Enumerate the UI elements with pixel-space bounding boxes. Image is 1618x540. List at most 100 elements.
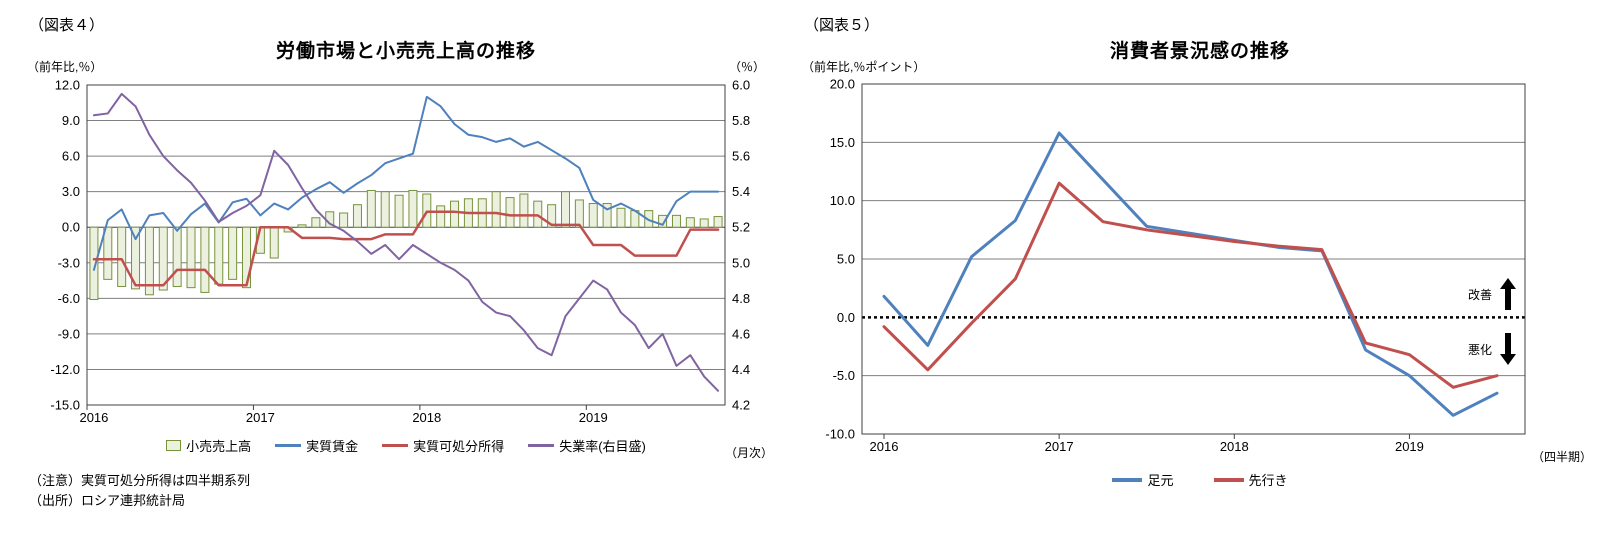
retail-sales-bar [366,189,376,228]
svg-text:5.0: 5.0 [732,255,750,270]
figure5-tag: （図表５） [804,17,880,34]
legend-label-outlook: 先行き [1248,473,1288,488]
retail-sales-bar [685,217,695,228]
figure4-tag: （図表４） [29,17,105,34]
retail-sales-bar [658,214,668,228]
outlook-line-swatch [1213,477,1244,482]
retail-sales-bar [380,191,390,228]
retail-sales-bar [103,226,113,280]
outlook-line [882,181,1499,389]
svg-text:2018: 2018 [412,410,441,425]
svg-text:-9.0: -9.0 [58,326,80,341]
svg-text:2017: 2017 [246,410,275,425]
figure4-gridlines [87,84,725,406]
retail-sales-bar [131,226,141,290]
figure5-axis-unit: （前年比,％ポイント） [802,60,926,74]
retail-sales-bar [394,194,404,228]
retail-sales-bar [172,226,182,287]
legend-item-real-wages: 実質賃金 [275,436,358,455]
retail-sales-bar [311,217,321,228]
figure4-x-tick-labels: 2016 2017 2018 2019 [79,405,608,425]
figure4-title: 労働市場と小売売上高の推移 [275,41,536,62]
figure5-x-axis-unit: （四半期） [1531,450,1592,464]
figure4-note-source: （出所）ロシア連邦統計局 [29,493,186,508]
unemployment-line-swatch [528,444,555,447]
figure5-panel: （図表５） 消費者景況感の推移 （前年比,％ポイント） 20.0 15.0 10.0… [800,8,1600,538]
svg-text:-12.0: -12.0 [50,362,80,377]
disposable-income-line [92,210,720,287]
retail-sales-bar [547,204,557,228]
legend-item-unemployment: 失業率(右目盛) [528,436,646,455]
legend-label-current: 足元 [1147,473,1174,488]
retail-sales-bar [228,226,238,280]
legend-item-outlook: 先行き [1213,470,1288,489]
figure4-panel: （図表４） 労働市場と小売売上高の推移 （前年比,％） （％） 12.0 9.0 6… [25,8,787,538]
retail-sales-bar [186,226,196,289]
figure4-left-axis-unit: （前年比,％） [27,60,103,74]
figure5-title: 消費者景況感の推移 [1109,41,1290,62]
legend-label-disposable-income: 実質可処分所得 [413,439,505,454]
figure4-right-tick-labels: 6.0 5.8 5.6 5.4 5.2 5.0 4.8 4.6 4.4 4.2 [732,78,750,413]
svg-text:0.0: 0.0 [837,310,855,325]
figure5-tick-labels: 20.0 15.0 10.0 5.0 0.0 -5.0 -10.0 [825,77,855,442]
svg-text:2018: 2018 [1220,439,1249,454]
worsen-label: 悪化 [1468,343,1492,357]
legend-item-retail-sales: 小売売上高 [166,436,251,455]
svg-text:2019: 2019 [579,410,608,425]
svg-text:-5.0: -5.0 [833,368,855,383]
retail-sales-bars [89,189,723,301]
svg-text:6.0: 6.0 [732,78,750,93]
retail-sales-bar [602,203,612,228]
retail-sales-bar [158,226,168,291]
figure5-gridlines [862,83,1525,435]
svg-text:9.0: 9.0 [62,113,80,128]
retail-sales-bar [214,226,224,285]
retail-sales-bar [269,226,279,259]
legend-label-real-wages: 実質賃金 [306,439,359,454]
retail-sales-bar [436,205,446,228]
current-line-swatch [1112,477,1143,482]
unemployment-line [92,92,720,392]
retail-sales-bar [144,226,154,296]
retail-sales-bar [352,204,362,228]
svg-text:4.8: 4.8 [732,291,750,306]
svg-text:5.0: 5.0 [837,252,855,267]
real-wages-line [92,95,720,271]
svg-text:2017: 2017 [1045,439,1074,454]
retail-sales-bar [574,199,584,228]
svg-text:12.0: 12.0 [55,78,80,93]
retail-sales-bar [699,218,709,228]
svg-text:5.8: 5.8 [732,113,750,128]
legend-item-disposable-income: 実質可処分所得 [382,436,504,455]
retail-sales-bar [671,214,681,228]
figure4-legend: 小売売上高 実質賃金 実質可処分所得 失業率(右目盛) [25,436,787,455]
svg-text:2016: 2016 [79,410,108,425]
svg-text:5.4: 5.4 [732,184,750,199]
retail-sales-bar [519,193,529,228]
worsen-down-arrow-icon [1500,333,1516,365]
figure5-x-tick-labels: 2016 2017 2018 2019 [870,434,1424,454]
svg-text:5.6: 5.6 [732,149,750,164]
retail-sales-bar [297,224,307,228]
retail-sales-bar [588,203,598,228]
legend-label-unemployment: 失業率(右目盛) [559,439,646,454]
retail-sales-bar [339,212,349,228]
retail-sales-bar-swatch [166,440,182,451]
retail-sales-bar [89,226,99,301]
disposable-income-line-swatch [382,444,409,447]
svg-text:-6.0: -6.0 [58,291,80,306]
figure4-x-axis-unit: （月次） [724,446,773,460]
retail-sales-bar [505,197,515,228]
figure5-plot-frame [861,83,1526,435]
svg-text:4.2: 4.2 [732,398,750,413]
retail-sales-bar [616,207,626,228]
svg-text:-10.0: -10.0 [825,427,855,442]
retail-sales-bar [561,191,570,228]
figure5-legend: 足元 先行き [800,470,1600,489]
current-conditions-line [882,131,1499,417]
retail-sales-bar [408,189,418,228]
retail-sales-bar [491,191,501,228]
retail-sales-bar [450,200,460,228]
svg-text:-15.0: -15.0 [50,398,80,413]
